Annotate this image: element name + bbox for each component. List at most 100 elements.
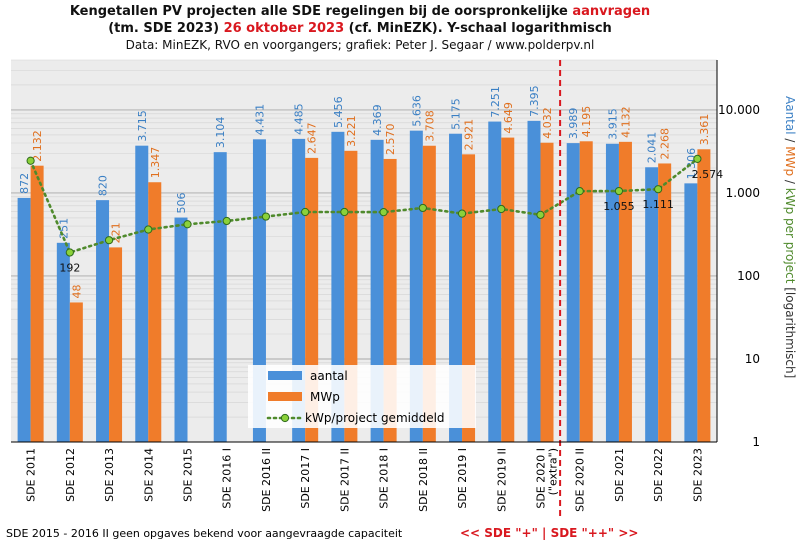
data-label-kwp: 1.055 xyxy=(603,200,635,213)
data-label-mwp: 4.132 xyxy=(619,106,632,138)
bar-aantal xyxy=(331,131,345,442)
data-label-kwp: 2.574 xyxy=(692,168,724,181)
data-label-mwp: 2.647 xyxy=(306,122,319,154)
x-tick-label: SDE 2019 II xyxy=(495,448,508,512)
marker-kwp xyxy=(26,156,35,165)
sde-period-labels: << SDE "+" | SDE "++" >> xyxy=(460,526,639,540)
y-axis-title-part: MWp xyxy=(783,146,797,176)
x-tick-label: SDE 2017 II xyxy=(338,448,351,512)
bar-mwp xyxy=(69,302,83,442)
bar-aantal xyxy=(605,143,619,442)
x-tick-label: SDE 2022 xyxy=(652,448,665,502)
data-label-aantal: 3.989 xyxy=(567,108,580,140)
data-label-mwp: 2.268 xyxy=(659,128,672,160)
bar-mwp xyxy=(148,182,162,443)
data-label-mwp: 3.361 xyxy=(698,114,711,146)
chart-source: Data: MinEZK, RVO en voorgangers; grafie… xyxy=(125,38,595,52)
data-label-aantal: 5.456 xyxy=(332,96,345,128)
data-label-mwp: 48 xyxy=(70,284,83,298)
data-label-aantal: 3.715 xyxy=(136,110,149,142)
x-tick-label: SDE 2020 I xyxy=(535,448,548,509)
marker-kwp xyxy=(261,212,271,221)
bar-mwp xyxy=(697,149,711,442)
marker-kwp xyxy=(654,185,663,194)
legend-swatch-aantal xyxy=(268,371,302,380)
marker-kwp xyxy=(183,220,192,229)
data-label-aantal: 872 xyxy=(18,173,31,194)
data-label-mwp: 2.132 xyxy=(31,130,44,162)
x-tick-label: SDE 2015 xyxy=(182,448,195,502)
bar-mwp xyxy=(658,163,672,443)
marker-kwp xyxy=(693,154,702,163)
marker-kwp xyxy=(575,187,584,196)
legend-label-kwp: kWp/project gemiddeld xyxy=(305,411,445,425)
data-label-kwp: 192 xyxy=(59,261,80,274)
y-axis-title-part: / xyxy=(783,135,797,147)
bar-aantal xyxy=(17,197,31,442)
data-label-mwp: 2.921 xyxy=(463,119,476,151)
bar-aantal xyxy=(96,200,110,442)
bar-mwp xyxy=(540,142,554,442)
x-tick-label: SDE 2021 xyxy=(613,448,626,502)
x-tick-label: SDE 2014 xyxy=(142,448,155,502)
bar-aantal xyxy=(56,242,70,442)
legend-swatch-kwp-marker xyxy=(280,413,290,423)
y-tick-label: 10.000 xyxy=(718,103,760,117)
marker-kwp xyxy=(536,210,545,219)
data-label-aantal: 2.041 xyxy=(646,132,659,164)
y-tick-label: 100 xyxy=(737,269,760,283)
y-axis-title-part: kWp per project xyxy=(783,188,797,284)
bar-mwp xyxy=(579,141,593,442)
x-tick-label: SDE 2011 xyxy=(25,448,38,502)
x-tick-label: SDE 2016 II xyxy=(260,448,273,512)
y-tick-label: 10 xyxy=(745,352,760,366)
y-axis-title: Aantal / MWp / kWp per project [logarith… xyxy=(783,96,797,378)
marker-kwp xyxy=(379,208,388,217)
data-label-mwp: 1.347 xyxy=(149,147,162,179)
data-label-kwp: 1.111 xyxy=(642,198,674,211)
y-axis-title-part: / xyxy=(783,176,797,188)
data-label-aantal: 3.915 xyxy=(606,108,619,140)
data-label-mwp: 4.195 xyxy=(580,106,593,138)
data-label-aantal: 5.175 xyxy=(450,98,463,130)
bar-aantal xyxy=(488,121,502,443)
marker-kwp xyxy=(457,209,467,218)
y-axis-title-part: Aantal xyxy=(783,96,797,135)
y-tick-label: 1.000 xyxy=(726,186,760,200)
marker-kwp xyxy=(65,248,74,257)
data-label-aantal: 4.485 xyxy=(293,103,306,135)
chart-title-line1: Kengetallen PV projecten alle SDE regeli… xyxy=(69,4,651,19)
data-label-aantal: 3.104 xyxy=(214,117,227,149)
marker-kwp xyxy=(222,216,231,226)
bar-mwp xyxy=(109,247,123,442)
bar-aantal xyxy=(645,167,659,443)
x-tick-label: SDE 2018 II xyxy=(417,448,430,512)
data-label-aantal: 820 xyxy=(97,175,110,196)
data-label-mwp: 4.649 xyxy=(502,102,515,134)
x-tick-label: SDE 2020 II xyxy=(574,448,587,512)
data-label-aantal: 5.636 xyxy=(410,95,423,127)
bar-mwp xyxy=(30,165,44,442)
line-kwp-per-project xyxy=(29,157,699,255)
x-tick-label: SDE 2017 I xyxy=(299,448,312,509)
x-tick-label: SDE 2013 xyxy=(103,448,116,502)
data-label-aantal: 506 xyxy=(175,193,188,214)
bar-mwp xyxy=(618,141,632,443)
bar-aantal xyxy=(213,152,227,442)
y-tick-label: 1 xyxy=(752,435,760,449)
data-label-mwp: 2.570 xyxy=(384,123,397,155)
bar-aantal xyxy=(135,145,149,442)
legend-label-aantal: aantal xyxy=(310,369,348,383)
data-label-aantal: 7.395 xyxy=(528,85,541,117)
data-label-mwp: 3.221 xyxy=(345,115,358,147)
x-tick-label: SDE 2016 I xyxy=(221,448,234,509)
y-axis-title-part: [logarithmisch] xyxy=(783,283,797,378)
marker-kwp xyxy=(497,204,506,214)
marker-kwp xyxy=(144,225,153,234)
data-label-aantal: 7.251 xyxy=(489,86,502,118)
bar-aantal xyxy=(566,143,580,442)
marker-kwp xyxy=(340,207,349,217)
data-label-mwp: 3.708 xyxy=(423,110,436,142)
marker-kwp xyxy=(301,207,310,217)
